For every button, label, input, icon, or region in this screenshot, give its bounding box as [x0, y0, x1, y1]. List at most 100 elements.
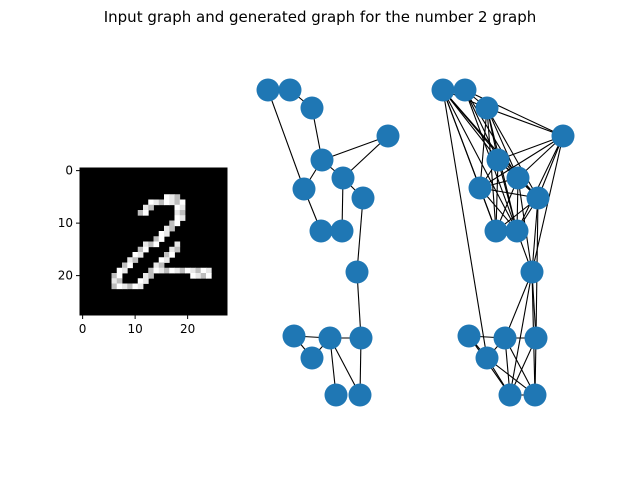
image-pixel — [174, 220, 181, 227]
input-graph-nodes — [256, 78, 400, 407]
image-pixel — [148, 273, 154, 279]
graph-node — [520, 260, 544, 284]
graph-edge — [486, 107, 564, 137]
image-pixel — [122, 267, 128, 274]
graph-edge — [516, 135, 564, 232]
x-tick-label: 0 — [79, 322, 87, 336]
image-pixel — [174, 199, 181, 206]
image-pixel — [137, 246, 144, 253]
graph-node — [376, 124, 400, 148]
image-pixel — [153, 262, 160, 269]
image-pixel — [169, 220, 175, 227]
generated-graph-nodes — [431, 78, 575, 407]
graph-edge — [486, 107, 519, 179]
image-pixel — [164, 225, 170, 232]
graph-edge — [356, 197, 364, 273]
graph-node — [348, 383, 372, 407]
image-pixel — [143, 204, 149, 211]
image-pixel — [174, 267, 181, 274]
image-pixel — [116, 273, 123, 279]
image-pixel — [164, 267, 170, 274]
input-graph-panel — [256, 78, 400, 407]
x-tick-label: 20 — [180, 322, 195, 336]
graph-edge — [464, 89, 564, 137]
image-pixel — [111, 273, 118, 279]
graph-edge — [509, 271, 533, 396]
image-pixel — [143, 241, 149, 248]
graph-node — [300, 346, 324, 370]
image-pixel — [169, 199, 175, 206]
graph-node — [282, 324, 306, 348]
image-pixel — [132, 257, 139, 263]
graph-node — [523, 383, 547, 407]
image-pixel — [206, 273, 212, 279]
image-pixel — [143, 278, 149, 284]
image-pixel — [158, 257, 165, 263]
image-pixel — [148, 267, 154, 274]
graph-node — [331, 166, 355, 190]
graph-edge — [464, 89, 519, 179]
image-pixel — [158, 231, 165, 237]
graph-edge — [486, 107, 539, 199]
graph-edge — [495, 159, 499, 232]
graph-node — [351, 186, 375, 210]
graph-edge — [497, 135, 564, 161]
image-pixel — [164, 252, 170, 258]
graph-edge — [442, 89, 518, 232]
graph-node — [506, 166, 530, 190]
generated-graph-panel — [431, 78, 575, 407]
graph-node — [484, 219, 508, 243]
graph-node — [300, 96, 324, 120]
image-pixel — [158, 267, 165, 274]
image-pixel — [179, 267, 186, 274]
image-pixel — [174, 204, 181, 211]
graph-node — [309, 219, 333, 243]
graph-node — [292, 177, 316, 201]
graph-edge — [442, 89, 488, 359]
image-pixel — [116, 278, 123, 284]
image-pixel — [153, 236, 160, 242]
graph-edge — [479, 135, 564, 189]
image-pixel — [116, 267, 123, 274]
image-pixel — [174, 241, 181, 248]
image-axes-frame — [79, 167, 228, 316]
graph-node — [526, 186, 550, 210]
image-pixel — [174, 215, 181, 221]
image-pixel — [143, 246, 149, 253]
image-pixel — [206, 267, 212, 274]
graph-node — [468, 176, 492, 200]
graph-node — [431, 78, 455, 102]
image-pixel — [158, 199, 165, 206]
image-pixel — [164, 257, 170, 263]
image-pixel — [132, 252, 139, 258]
graph-node — [551, 124, 575, 148]
image-pixel — [169, 225, 175, 232]
graph-edge — [321, 135, 389, 161]
image-pixel — [185, 267, 191, 274]
graph-node — [278, 78, 302, 102]
graph-edge — [531, 197, 539, 273]
image-pixel — [158, 262, 165, 269]
y-tick-label: 10 — [58, 216, 73, 230]
graph-node — [498, 383, 522, 407]
image-pixel — [148, 204, 154, 211]
graph-edge — [497, 159, 518, 232]
graph-node — [524, 326, 548, 350]
graph-node — [349, 326, 373, 350]
graph-edge — [442, 89, 499, 161]
graph-node — [256, 78, 280, 102]
graph-node — [505, 219, 529, 243]
image-pixel — [158, 236, 165, 242]
digit-image — [80, 168, 227, 315]
image-pixel — [111, 283, 118, 290]
graph-edge — [479, 107, 488, 189]
image-pixel — [164, 199, 170, 206]
image-pixel — [122, 283, 128, 290]
image-pixel — [137, 252, 144, 258]
image-pixel — [195, 273, 202, 279]
image-pixel — [169, 267, 175, 274]
y-tick-label: 0 — [65, 164, 73, 178]
y-tick-label: 20 — [58, 269, 73, 283]
image-pixel — [179, 199, 186, 206]
